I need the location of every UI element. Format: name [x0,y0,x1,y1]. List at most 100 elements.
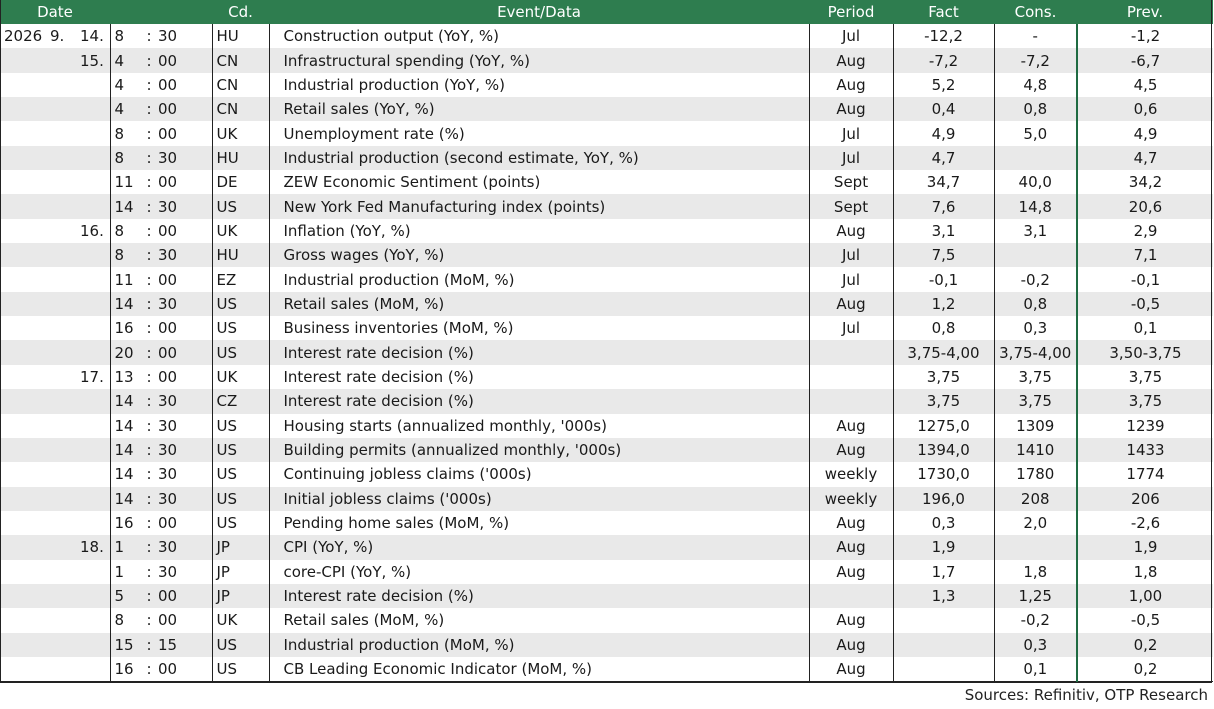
period-cell: Aug [809,535,894,560]
date-month [48,267,76,292]
table-row: 14:30 CZ Interest rate decision (%) 3,75 3,7… [0,389,1213,414]
previous-cell: 1433 [1077,437,1213,463]
table-row: 14:30 US Initial jobless claims ('000s) wee… [0,486,1213,511]
consensus-cell: 0,3 [994,316,1078,341]
period-cell: Jul [809,267,894,292]
date-day: 16. [76,218,111,244]
country-code: JP [212,535,270,560]
time-colon: : [142,413,156,438]
date-day [76,389,111,414]
event-name: Pending home sales (MoM, %) [269,510,810,536]
previous-cell: 1,8 [1077,559,1213,584]
table-row: 14:30 US Building permits (annualized mont… [0,437,1213,463]
header-event: Event/Data [269,0,809,24]
date-year [0,72,48,98]
time-colon: : [142,170,156,195]
time-minute: 00 [156,170,213,195]
time-minute: 30 [156,486,213,511]
event-name: New York Fed Manufacturing index (points… [269,194,810,219]
table-body: 2026 9. 14. 8:30 HU Construction output (YoY,… [0,24,1213,683]
date-year [0,389,48,414]
country-code: CZ [212,389,270,414]
fact-cell: 3,75-4,00 [893,340,995,365]
consensus-cell: 3,1 [994,218,1078,244]
table-row: 4:00 CN Retail sales (YoY, %) Aug 0,4 0,8 0,6 [0,97,1213,122]
time-colon: : [142,218,156,244]
date-year [0,486,48,511]
time-colon: : [142,194,156,219]
date-day [76,145,111,171]
period-cell: Aug [809,656,894,683]
event-name: CPI (YoY, %) [269,535,810,560]
period-cell: Jul [809,316,894,341]
fact-cell: 7,5 [893,243,995,268]
date-year [0,97,48,122]
table-row: 16:00 US CB Leading Economic Indicator (Mo… [0,656,1213,683]
date-day [76,243,111,268]
date-day [76,559,111,584]
time-hour: 14 [110,389,142,414]
time-hour: 4 [110,48,142,73]
time-minute: 30 [156,559,213,584]
period-cell [809,364,894,390]
date-month [48,437,76,463]
date-day [76,462,111,487]
consensus-cell: 0,8 [994,97,1078,122]
consensus-cell [994,243,1078,268]
event-name: Continuing jobless claims ('000s) [269,462,810,487]
consensus-cell: 4,8 [994,72,1078,98]
country-code: US [212,656,270,683]
time-colon: : [142,437,156,463]
date-month [48,340,76,365]
time-hour: 5 [110,583,142,609]
date-day: 15. [76,48,111,73]
time-hour: 14 [110,462,142,487]
date-month [48,316,76,341]
period-cell: weekly [809,462,894,487]
time-minute: 30 [156,291,213,317]
date-year [0,48,48,73]
consensus-cell: 1410 [994,437,1078,463]
consensus-cell: -0,2 [994,608,1078,633]
time-colon: : [142,608,156,633]
date-month [48,194,76,219]
event-name: Business inventories (MoM, %) [269,316,810,341]
country-code: EZ [212,267,270,292]
period-cell: Aug [809,218,894,244]
table-row: 20:00 US Interest rate decision (%) 3,75-4,… [0,340,1213,365]
country-code: DE [212,170,270,195]
date-year [0,535,48,560]
previous-cell: 20,6 [1077,194,1213,219]
date-month [48,486,76,511]
time-hour: 4 [110,72,142,98]
period-cell: weekly [809,486,894,511]
period-cell: Aug [809,632,894,657]
previous-cell: 206 [1077,486,1213,511]
table-row: 1:30 JP core-CPI (YoY, %) Aug 1,7 1,8 1,8 [0,559,1213,584]
table-row: 18. 1:30 JP CPI (YoY, %) Aug 1,9 1,9 [0,535,1213,560]
consensus-cell: 3,75 [994,389,1078,414]
time-colon: : [142,340,156,365]
date-year [0,583,48,609]
fact-cell: 1394,0 [893,437,995,463]
date-day [76,121,111,146]
date-day [76,510,111,536]
previous-cell: 1774 [1077,462,1213,487]
time-colon: : [142,24,156,49]
fact-cell: 1,7 [893,559,995,584]
date-day [76,72,111,98]
country-code: US [212,486,270,511]
fact-cell: 1275,0 [893,413,995,438]
period-cell: Aug [809,291,894,317]
time-hour: 16 [110,656,142,683]
header-fact: Fact [893,0,994,24]
time-hour: 14 [110,437,142,463]
time-minute: 00 [156,510,213,536]
time-minute: 30 [156,243,213,268]
date-year [0,145,48,171]
event-name: Industrial production (second estimate, … [269,145,810,171]
date-day [76,340,111,365]
date-month [48,121,76,146]
consensus-cell: -0,2 [994,267,1078,292]
time-colon: : [142,462,156,487]
